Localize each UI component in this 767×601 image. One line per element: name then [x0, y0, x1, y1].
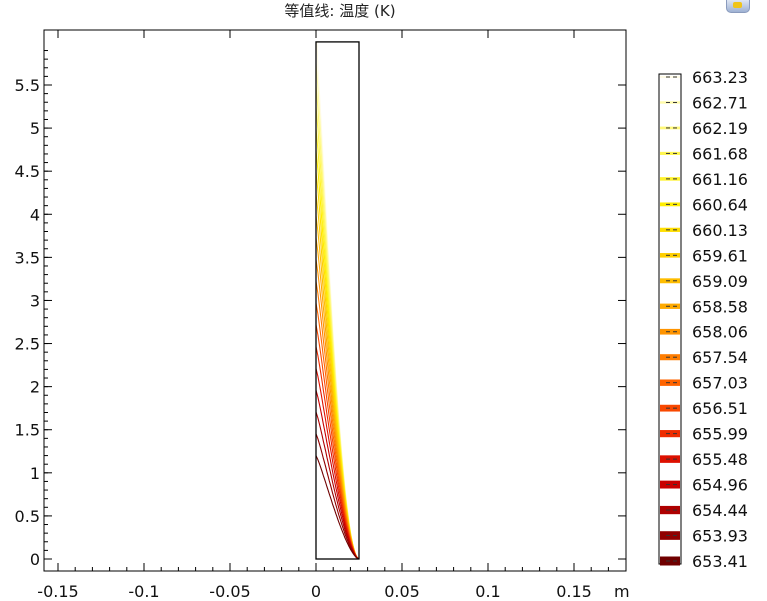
y-tick-label: 4.5: [15, 162, 40, 181]
y-tick-label: 1.5: [15, 421, 40, 440]
legend-label: 653.93: [692, 527, 748, 546]
legend-label: 655.99: [692, 425, 748, 444]
legend-label: 662.19: [692, 119, 748, 138]
legend-label: 654.44: [692, 501, 748, 520]
toolbar-toggle-icon[interactable]: [726, 0, 750, 13]
y-tick-label: 1: [30, 464, 40, 483]
legend-label: 654.96: [692, 476, 748, 495]
y-tick-label: 2.5: [15, 335, 40, 354]
legend-label: 657.03: [692, 374, 748, 393]
x-tick-label: 0.1: [475, 582, 500, 601]
y-tick-label: 0.5: [15, 507, 40, 526]
legend-label: 657.54: [692, 348, 748, 367]
legend-label: 659.09: [692, 272, 748, 291]
legend-frame: [658, 73, 682, 565]
legend-label: 653.41: [692, 552, 748, 571]
geometry-domain-outline: [315, 41, 360, 560]
x-tick-label: 0.15: [556, 582, 592, 601]
x-tick-label: 0: [311, 582, 321, 601]
color-legend: 663.23 662.71 662.19 661.68 661.16 660.64 660.…: [658, 68, 748, 571]
y-tick-label: 3.5: [15, 248, 40, 267]
legend-label: 659.61: [692, 246, 748, 265]
x-axis-unit-label: m: [614, 582, 630, 601]
x-tick-label: 0.05: [384, 582, 420, 601]
legend-label: 656.51: [692, 399, 748, 418]
y-tick-label: 5: [30, 119, 40, 138]
y-tick-label: 3: [30, 291, 40, 310]
legend-label: 663.23: [692, 68, 748, 87]
legend-label: 661.16: [692, 170, 748, 189]
legend-label: 655.48: [692, 450, 748, 469]
contour-line: [315, 455, 360, 560]
legend-label: 660.64: [692, 195, 748, 214]
x-axis: -0.15 -0.1 -0.05 0 0.05 0.1 0.15: [37, 30, 609, 601]
y-tick-label: 4: [30, 205, 40, 224]
legend-label: 658.06: [692, 323, 748, 342]
y-tick-label: 5.5: [15, 76, 40, 95]
x-tick-label: -0.05: [209, 582, 250, 601]
y-tick-label: 2: [30, 378, 40, 397]
legend-label: 662.71: [692, 93, 748, 112]
y-tick-label: 0: [30, 550, 40, 569]
plot-area-frame: [43, 29, 627, 572]
plot-title: 等值线: 温度 (K): [284, 2, 396, 20]
legend-label: 660.13: [692, 221, 748, 240]
x-tick-label: -0.1: [128, 582, 159, 601]
legend-label: 661.68: [692, 144, 748, 163]
y-axis: 0 0.5 1 1.5 2 2.5 3 3.5 4 4.5 5 5.5: [15, 50, 626, 569]
contour-lines: [315, 41, 360, 560]
x-tick-label: -0.15: [37, 582, 78, 601]
legend-label: 658.58: [692, 297, 748, 316]
